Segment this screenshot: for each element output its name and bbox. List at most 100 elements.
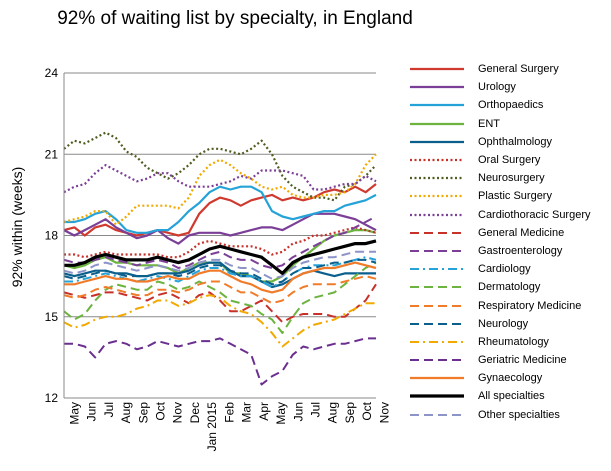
legend-label: Cardiology	[478, 263, 531, 276]
x-tick-label: Oct	[360, 401, 374, 420]
legend-label: General Medicine	[478, 226, 565, 239]
y-tick-label: 12	[45, 391, 59, 405]
legend-label: Dermatology	[478, 281, 541, 294]
legend-label: Gynaecology	[478, 372, 543, 385]
series-line-15	[63, 294, 376, 348]
x-tick-label: Apr	[257, 402, 271, 421]
legend-label: ENT	[478, 117, 500, 130]
legend-label: Geriatric Medicine	[478, 354, 567, 367]
legend-item: Orthopaedics	[408, 96, 608, 114]
y-tick-label: 21	[45, 147, 59, 161]
legend-label: Other specialties	[478, 408, 560, 421]
legend-label: Rheumatology	[478, 335, 549, 348]
series-line-18	[64, 239, 377, 275]
series-line-2	[64, 185, 377, 234]
legend-swatch	[410, 195, 464, 198]
legend-label: All specialties	[478, 390, 545, 403]
legend-item: Urology	[408, 78, 608, 96]
legend-item: Rheumatology	[408, 333, 608, 351]
legend-swatch	[410, 268, 464, 271]
legend-item: Cardiothoracic Surgery	[408, 206, 608, 224]
series-line-4	[63, 261, 376, 289]
series-line-17	[64, 261, 377, 294]
legend-item: Ophthalmology	[408, 133, 608, 151]
legend-swatch	[410, 340, 464, 343]
legend-swatch	[410, 359, 464, 362]
series-line-5	[64, 226, 377, 259]
legend-swatch	[410, 322, 464, 325]
grid-lines: 12 15 18 21 24	[45, 66, 376, 405]
x-tick-label: Jun	[291, 402, 305, 421]
legend-swatch	[410, 104, 464, 107]
legend-label: Oral Surgery	[478, 154, 541, 167]
x-tick-label: Jul	[102, 402, 116, 417]
x-tick-label: Nov	[171, 402, 185, 423]
legend-item: Other specialties	[408, 406, 608, 424]
legend-label: Urology	[478, 81, 516, 94]
legend-label: Neurology	[478, 317, 529, 330]
axes: May Jun Jul Aug Sep Oct Nov Dec Jan 2015 Feb Mar Ap…	[63, 73, 391, 452]
series-line-13	[63, 275, 377, 305]
legend-item: Neurology	[408, 315, 608, 333]
series-lines	[63, 131, 377, 386]
legend-item: Cardiology	[408, 260, 608, 278]
legend-swatch	[410, 122, 464, 125]
legend-item: Geriatric Medicine	[408, 351, 608, 369]
legend-item: Gynaecology	[408, 369, 608, 387]
y-tick-label: 18	[45, 229, 59, 243]
series-line-19	[63, 250, 376, 280]
series-line-14	[63, 258, 377, 286]
legend-label: Cardiothoracic Surgery	[478, 208, 591, 221]
y-tick-label: 24	[45, 66, 59, 80]
chart-title: 92% of waiting list by specialty, in Eng…	[57, 8, 413, 29]
legend-label: Neurosurgery	[478, 172, 545, 185]
legend-swatch	[410, 304, 464, 307]
x-tick-label: May	[67, 402, 81, 425]
legend-swatch	[410, 213, 464, 216]
series-line-9	[63, 283, 377, 324]
legend-item: Respiratory Medicine	[408, 296, 608, 314]
legend-item: Gastroenterology	[408, 242, 608, 260]
legend-item: All specialties	[408, 387, 608, 405]
legend-swatch	[410, 140, 464, 143]
legend-label: Respiratory Medicine	[478, 299, 582, 312]
legend-swatch	[410, 67, 464, 71]
x-tick-label: Jan 2015	[205, 402, 219, 452]
x-tick-label: May	[274, 402, 288, 425]
x-tick-label: Oct	[154, 401, 168, 420]
legend-swatch	[410, 249, 464, 252]
x-tick-label: Mar	[240, 402, 254, 423]
legend-item: Neurosurgery	[408, 169, 608, 187]
legend-item: ENT	[408, 115, 608, 133]
legend-item: Oral Surgery	[408, 151, 608, 169]
legend-swatch	[410, 394, 464, 399]
series-line-6	[63, 131, 377, 202]
x-tick-label: Dec	[188, 402, 202, 423]
y-tick-label: 15	[45, 310, 59, 324]
legend-swatch	[410, 377, 464, 380]
x-tick-label: Nov	[377, 402, 391, 423]
legend: General Surgery Urology Orthopaedics ENT Oph…	[408, 60, 608, 424]
series-line-12	[63, 261, 377, 334]
legend-label: Plastic Surgery	[478, 190, 552, 203]
series-line-8	[63, 164, 377, 194]
x-tick-label: Aug	[326, 402, 340, 423]
legend-item: Plastic Surgery	[408, 187, 608, 205]
legend-swatch	[410, 177, 464, 180]
x-tick-label: Aug	[119, 402, 133, 423]
legend-item: Dermatology	[408, 278, 608, 296]
series-line-1	[63, 212, 377, 245]
legend-label: Ophthalmology	[478, 135, 552, 148]
legend-swatch	[410, 86, 464, 89]
legend-swatch	[410, 413, 464, 416]
x-tick-label: Feb	[222, 402, 236, 423]
x-tick-label: Jul	[309, 402, 323, 417]
legend-swatch	[410, 231, 464, 234]
y-axis-title: 92% within (weeks)	[9, 167, 25, 288]
legend-swatch	[410, 158, 464, 162]
x-tick-label: Jun	[85, 402, 99, 421]
x-tick-label: Sep	[136, 402, 150, 424]
legend-item: General Medicine	[408, 224, 608, 242]
legend-swatch	[410, 286, 464, 289]
